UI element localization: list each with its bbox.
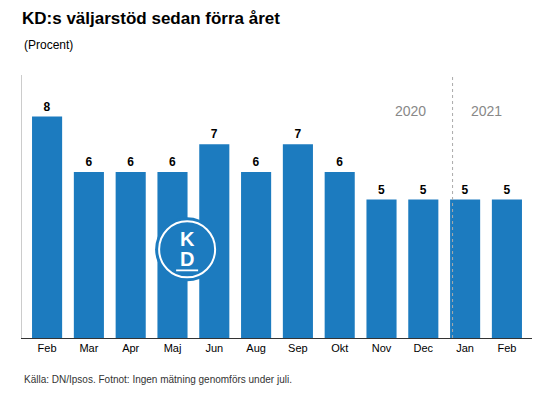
svg-text:(Procent): (Procent): [24, 38, 73, 52]
svg-text:Feb: Feb: [38, 342, 57, 354]
svg-text:8: 8: [44, 100, 51, 114]
svg-text:Okt: Okt: [331, 342, 348, 354]
svg-text:2020: 2020: [395, 103, 426, 119]
svg-text:Apr: Apr: [122, 342, 139, 354]
svg-text:6: 6: [127, 155, 134, 169]
svg-text:Källa: DN/Ipsos. Fotnot: Ingen: Källa: DN/Ipsos. Fotnot: Ingen mätning g…: [24, 374, 292, 385]
svg-text:5: 5: [462, 183, 469, 197]
svg-text:Nov: Nov: [372, 342, 392, 354]
svg-text:5: 5: [420, 183, 427, 197]
svg-text:Jan: Jan: [456, 342, 474, 354]
svg-text:Feb: Feb: [497, 342, 516, 354]
svg-text:Maj: Maj: [164, 342, 182, 354]
svg-text:Mar: Mar: [79, 342, 98, 354]
svg-text:D: D: [180, 248, 194, 270]
svg-text:7: 7: [211, 127, 218, 141]
svg-text:7: 7: [294, 127, 301, 141]
svg-text:6: 6: [336, 155, 343, 169]
svg-text:6: 6: [85, 155, 92, 169]
svg-text:5: 5: [378, 183, 385, 197]
svg-text:6: 6: [253, 155, 260, 169]
svg-text:KD:s väljarstöd sedan förra år: KD:s väljarstöd sedan förra året: [22, 9, 280, 28]
svg-text:Aug: Aug: [246, 342, 266, 354]
svg-text:6: 6: [169, 155, 176, 169]
svg-text:2021: 2021: [471, 103, 502, 119]
svg-text:Jun: Jun: [205, 342, 223, 354]
svg-text:5: 5: [503, 183, 510, 197]
svg-text:Dec: Dec: [414, 342, 434, 354]
svg-text:K: K: [180, 228, 195, 250]
svg-text:Sep: Sep: [288, 342, 308, 354]
